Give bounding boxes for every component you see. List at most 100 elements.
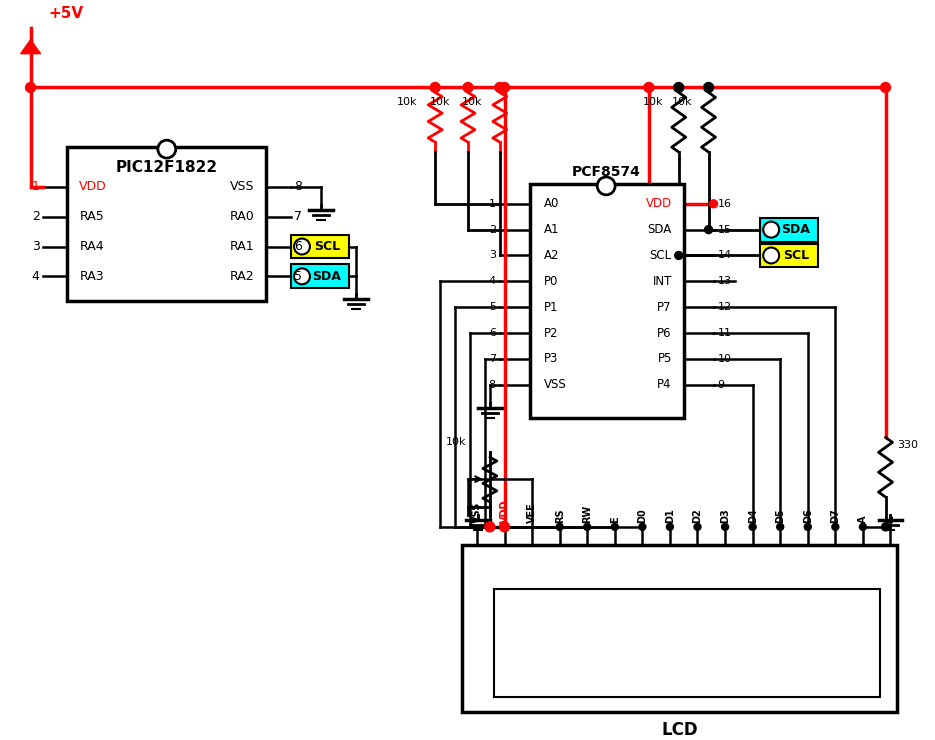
Text: D7: D7 [830,508,841,523]
Bar [760,243,818,267]
Circle shape [722,523,728,531]
Text: 10k: 10k [642,98,663,107]
Text: 7: 7 [489,354,496,364]
Text: 7: 7 [294,210,302,223]
Text: 10k: 10k [672,98,693,107]
Circle shape [463,82,473,92]
Text: 6: 6 [294,240,302,253]
Text: P0: P0 [543,275,558,288]
Text: 10k: 10k [461,98,482,107]
Text: RA0: RA0 [229,210,254,223]
Circle shape [763,247,779,263]
Text: RA4: RA4 [79,240,104,253]
Bar [760,218,818,241]
Text: D4: D4 [748,508,757,523]
Text: 330: 330 [898,440,918,451]
Text: 10k: 10k [445,437,466,448]
Bar [291,264,349,289]
Circle shape [583,523,591,531]
Text: RS: RS [554,508,565,523]
Circle shape [611,523,618,531]
Text: +5V: +5V [49,7,83,21]
Text: LCD: LCD [661,721,698,739]
Text: VDD: VDD [79,181,108,193]
Circle shape [881,82,890,92]
Text: 4: 4 [489,276,496,286]
Circle shape [705,226,712,234]
Polygon shape [21,40,40,54]
Bar [67,147,266,301]
Text: D1: D1 [665,508,675,523]
Text: D2: D2 [693,508,702,523]
Circle shape [674,82,683,92]
Bar [494,590,880,697]
Text: INT: INT [653,275,671,288]
Circle shape [430,82,440,92]
Circle shape [556,523,563,531]
Text: 13: 13 [717,276,731,286]
Text: 2: 2 [489,225,496,235]
Text: 10: 10 [717,354,731,364]
Circle shape [667,523,673,531]
Circle shape [485,522,495,532]
Text: SCL: SCL [783,249,809,262]
Text: 8: 8 [489,380,496,390]
Text: SDA: SDA [312,270,341,283]
Text: 1: 1 [489,199,496,209]
Text: D0: D0 [638,508,647,523]
Text: P1: P1 [543,300,558,314]
Text: RW: RW [583,505,592,523]
Text: A1: A1 [543,223,559,236]
Circle shape [694,523,701,531]
Text: 10k: 10k [396,98,417,107]
Text: 2: 2 [32,210,39,223]
Text: 3: 3 [32,240,39,253]
Circle shape [882,523,889,531]
Circle shape [710,200,717,208]
Circle shape [597,177,615,195]
Text: VSS: VSS [543,378,567,391]
Text: E: E [610,517,620,523]
Text: 6: 6 [489,328,496,338]
Circle shape [675,252,683,260]
Text: PIC12F1822: PIC12F1822 [116,160,218,175]
Text: RA2: RA2 [230,270,254,283]
Text: 8: 8 [294,181,302,193]
Text: VEE: VEE [527,502,537,523]
Circle shape [639,523,646,531]
Text: VSS: VSS [230,181,254,193]
Circle shape [704,82,713,92]
Text: P4: P4 [657,378,671,391]
Text: A2: A2 [543,249,559,262]
Text: 5: 5 [489,302,496,312]
Text: P2: P2 [543,326,558,340]
Circle shape [804,523,812,531]
Text: 12: 12 [717,302,731,312]
Text: 15: 15 [717,225,731,235]
Text: PCF8574: PCF8574 [571,165,640,179]
Circle shape [832,523,839,531]
Text: 14: 14 [717,250,731,260]
Circle shape [749,523,756,531]
Text: 10k: 10k [429,98,450,107]
Circle shape [859,523,867,531]
Bar [529,184,683,417]
Text: A0: A0 [543,198,559,210]
Circle shape [25,82,36,92]
Circle shape [499,522,510,532]
Circle shape [294,238,309,255]
Text: K: K [885,515,896,523]
Text: SDA: SDA [782,223,811,236]
Text: D3: D3 [720,508,730,523]
Text: D5: D5 [775,508,785,523]
Circle shape [495,82,505,92]
Text: P6: P6 [657,326,671,340]
Text: SCL: SCL [650,249,671,262]
Text: RA3: RA3 [79,270,104,283]
Text: P3: P3 [543,352,558,366]
Text: 1: 1 [32,181,39,193]
Text: 11: 11 [717,328,731,338]
Text: RA1: RA1 [230,240,254,253]
Bar [291,235,349,258]
Text: RA5: RA5 [79,210,104,223]
